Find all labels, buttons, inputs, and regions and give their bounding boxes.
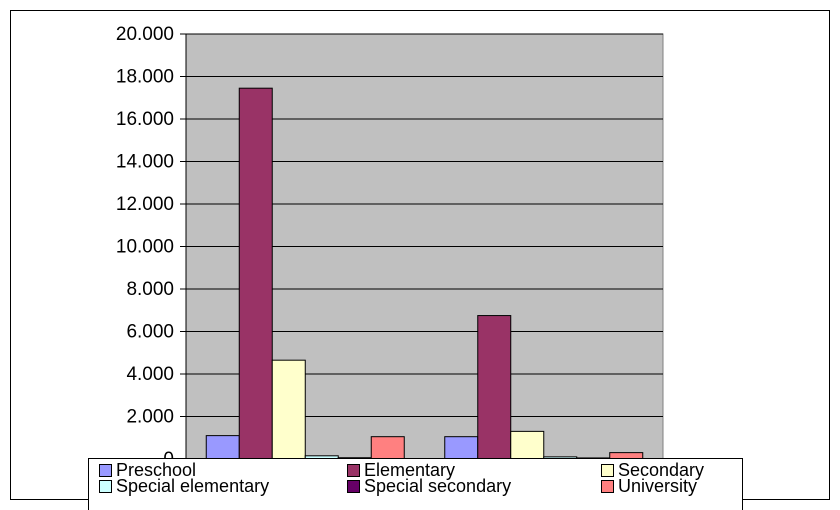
legend-swatch — [347, 479, 360, 493]
legend-item-elementary: Elementary — [347, 460, 455, 480]
bar-preschool-1 — [205, 435, 240, 460]
bar-secondary-2 — [510, 430, 545, 460]
y-tick-label: 16.000 — [116, 109, 174, 130]
y-tick-label: 10.000 — [116, 237, 174, 258]
legend-swatch — [99, 479, 112, 493]
bar-university-1 — [370, 436, 405, 460]
bars — [186, 87, 663, 460]
legend-label: Special secondary — [364, 476, 512, 496]
y-tick-label: 8.000 — [126, 279, 174, 300]
legend-label: University — [618, 476, 698, 496]
legend: Preschool Elementary Secondary Special elem… — [88, 458, 743, 510]
legend-item-preschool: Preschool — [99, 460, 196, 480]
bar-secondary-1 — [271, 359, 306, 460]
legend-item-special-secondary: Special secondary — [347, 476, 511, 496]
y-tick-label: 2.000 — [126, 407, 174, 428]
legend-label: Preschool — [116, 460, 197, 480]
y-tick-label: 12.000 — [116, 194, 174, 215]
y-tick-label: 18.000 — [116, 67, 174, 88]
legend-item-secondary: Secondary — [601, 460, 704, 480]
legend-label: Secondary — [618, 460, 705, 480]
legend-item-university: University — [601, 476, 697, 496]
y-axis: 02.0004.0006.0008.00010.00012.00014.0001… — [116, 24, 187, 470]
legend-label: Elementary — [364, 460, 456, 480]
legend-swatch — [601, 479, 614, 493]
bar-preschool-2 — [444, 436, 479, 460]
y-tick-label: 20.000 — [116, 24, 174, 45]
legend-swatch — [601, 463, 614, 477]
legend-label: Special elementary — [116, 476, 270, 496]
y-tick-label: 14.000 — [116, 152, 174, 173]
y-tick-label: 6.000 — [126, 322, 174, 343]
legend-item-special-elementary: Special elementary — [99, 476, 269, 496]
legend-swatch — [99, 463, 112, 477]
bar-elementary-2 — [477, 315, 512, 460]
bar-elementary-1 — [238, 87, 273, 460]
y-tick-label: 4.000 — [126, 364, 174, 385]
legend-swatch — [347, 463, 360, 477]
